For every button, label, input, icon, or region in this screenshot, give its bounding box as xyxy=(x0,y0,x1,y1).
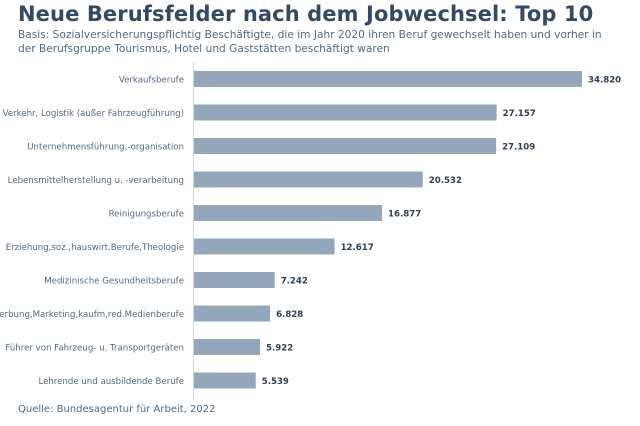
value-label: 34.820 xyxy=(588,76,621,86)
chart-title: Neue Berufsfelder nach dem Jobwechsel: T… xyxy=(18,2,594,26)
category-label: Führer von Fahrzeug- u. Transportgeräten xyxy=(5,344,184,354)
bar-7 xyxy=(194,272,275,288)
bar-1 xyxy=(194,71,582,87)
value-label: 5.922 xyxy=(266,344,293,354)
chart-subtitle: Basis: Sozialversicherungspflichtig Besc… xyxy=(18,29,602,55)
bar-4 xyxy=(194,171,423,188)
value-label: 16.877 xyxy=(388,210,421,220)
bar-8 xyxy=(194,305,271,322)
category-label: Erziehung,soz.,hauswirt.Berufe,Theologie xyxy=(6,243,184,253)
category-label: Unternehmensführung,-organisation xyxy=(27,143,184,153)
bar-3 xyxy=(194,138,497,154)
category-label: Reinigungsberufe xyxy=(109,210,184,220)
value-label: 7.242 xyxy=(281,277,308,287)
category-label: Medizinische Gesundheitsberufe xyxy=(44,277,184,287)
source-note: Quelle: Bundesagentur für Arbeit, 2022 xyxy=(18,404,216,415)
bar-6 xyxy=(194,238,335,255)
bar-10 xyxy=(194,372,256,389)
bar-2 xyxy=(194,104,497,121)
value-label: 20.532 xyxy=(429,176,462,186)
bar-9 xyxy=(194,339,260,355)
value-label: 27.157 xyxy=(503,109,536,119)
value-label: 5.539 xyxy=(262,377,289,387)
category-label: Verkaufsberufe xyxy=(119,76,184,86)
value-label: 6.828 xyxy=(276,310,303,320)
category-label: Werbung,Marketing,kaufm,red.Medienberufe xyxy=(0,310,184,320)
value-label: 12.617 xyxy=(341,243,374,253)
category-label: Verkehr, Logistik (außer Fahrzeugführung… xyxy=(3,109,184,119)
bar-5 xyxy=(194,205,383,221)
value-label: 27.109 xyxy=(502,143,535,153)
category-label: Lehrende und ausbildende Berufe xyxy=(38,377,184,387)
category-label: Lebensmittelherstellung u. -verarbeitung xyxy=(8,176,184,186)
